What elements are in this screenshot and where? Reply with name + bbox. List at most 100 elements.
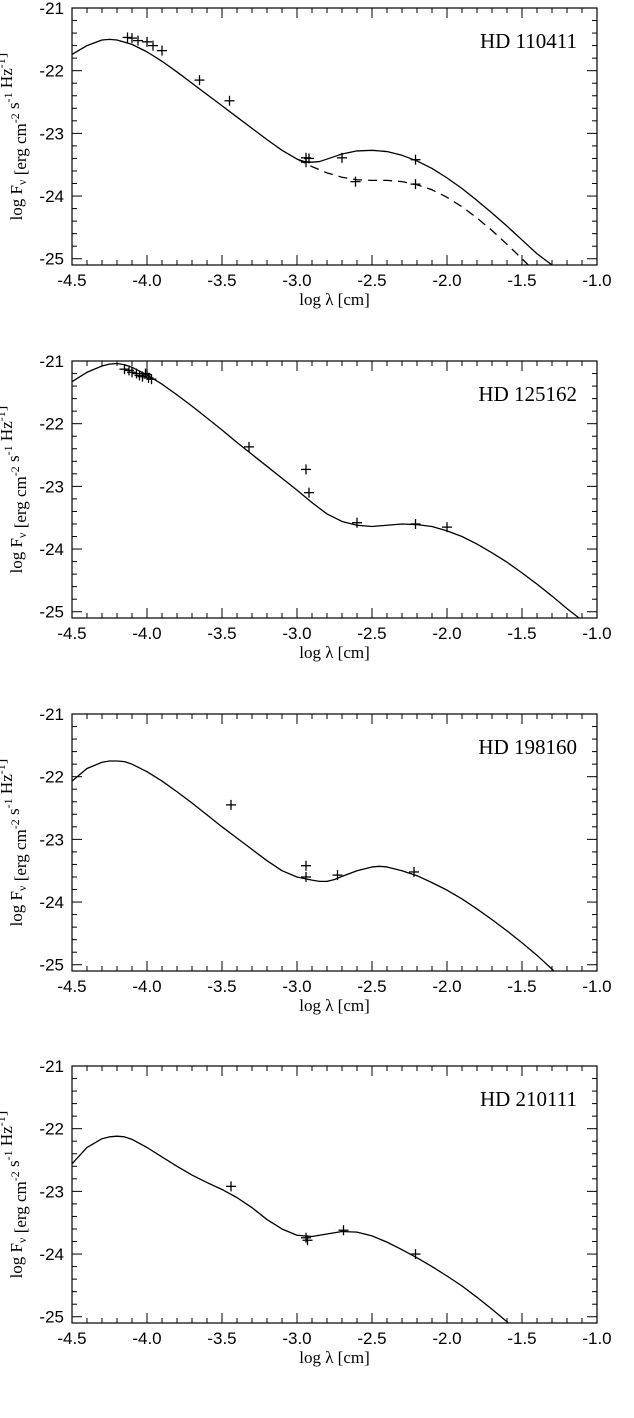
data-point: [338, 1225, 349, 1236]
data-point: [304, 487, 314, 498]
x-tick-label: -3.5: [207, 1329, 236, 1348]
model-curve-solid: [72, 362, 580, 618]
x-tick-label: -4.0: [132, 624, 161, 643]
y-axis-title-text: s: [4, 102, 23, 113]
panel-star-name: HD 110411: [480, 29, 577, 53]
plot-frame: [71, 7, 598, 266]
y-axis-title-superscript: -1: [1, 798, 15, 808]
y-axis-title-text: Hz: [0, 421, 16, 446]
x-axis-title: log λ [cm]: [299, 290, 370, 309]
x-tick-label: -4.5: [57, 1329, 86, 1348]
y-axis-title-superscript: -1: [0, 764, 8, 774]
y-axis-title-text: Hz: [0, 68, 16, 93]
y-tick-label: -24: [39, 1245, 64, 1264]
y-tick-label: -25: [39, 250, 64, 269]
model-curves: [72, 362, 580, 618]
x-tick-label: -2.5: [357, 624, 386, 643]
model-curve-solid: [72, 38, 554, 265]
y-axis-title: log Fν [erg cm-2 s-1 Hz-1]: [0, 53, 30, 221]
x-tick-label: -1.5: [507, 977, 536, 996]
x-tick-label: -4.5: [57, 271, 86, 290]
model-curve-solid: [72, 1135, 510, 1323]
plot-frame: [71, 713, 598, 972]
observed-points: [226, 799, 419, 882]
model-curves: [72, 38, 554, 265]
data-point: [302, 1235, 313, 1246]
y-axis-title-text: [erg cm: [11, 476, 30, 532]
y-axis-title-superscript: -1: [1, 1150, 15, 1160]
x-tick-label: -3.0: [282, 271, 311, 290]
data-point: [301, 1232, 311, 1243]
x-tick-label: -4.5: [57, 977, 86, 996]
model-curve-dashed: [296, 158, 530, 265]
observed-points: [122, 32, 421, 190]
x-tick-label: -4.0: [132, 977, 161, 996]
data-point: [301, 464, 311, 475]
x-tick-label: -2.5: [357, 977, 386, 996]
data-point: [194, 75, 205, 86]
y-axis-title-superscript: -1: [1, 92, 15, 102]
observed-points: [226, 1181, 421, 1260]
model-curve-solid: [72, 760, 555, 971]
y-tick-label: -21: [39, 352, 64, 371]
x-tick-label: -4.5: [57, 624, 86, 643]
data-point: [337, 152, 347, 163]
data-point: [352, 517, 362, 528]
data-point: [304, 153, 314, 164]
y-tick-label: -21: [39, 705, 64, 724]
x-tick-label: -4.0: [132, 271, 161, 290]
y-axis-title-subscript: ν: [15, 885, 29, 891]
y-axis-title: log Fν [erg cm-2 s-1 Hz-1]: [0, 759, 30, 927]
data-point: [146, 374, 157, 385]
data-point: [301, 860, 311, 871]
data-point: [133, 35, 143, 46]
y-axis-title-subscript: ν: [15, 532, 29, 538]
data-point: [224, 95, 235, 106]
x-tick-label: -1.5: [507, 624, 536, 643]
x-tick-label: -1.0: [582, 271, 611, 290]
chart-panel-4: -4.5 -4.0 -3.5 -3.0 -2.5 -2.0 -1.5 -1.0 -21 -22 -2…: [0, 1057, 612, 1367]
y-axis-title-superscript: -2: [8, 113, 22, 123]
y-axis-title-text: log F: [7, 185, 26, 220]
data-point: [410, 154, 421, 165]
x-tick-label: -1.5: [507, 1329, 536, 1348]
data-point: [442, 522, 452, 533]
y-tick-label: -23: [39, 830, 64, 849]
data-point: [350, 176, 361, 187]
data-point: [119, 364, 130, 375]
x-tick-label: -1.0: [582, 977, 611, 996]
data-point: [148, 40, 158, 51]
y-axis-title-superscript: -2: [8, 466, 22, 476]
x-tick-label: -3.5: [207, 977, 236, 996]
data-point: [226, 799, 236, 810]
y-axis-title: log Fν [erg cm-2 s-1 Hz-1]: [0, 1111, 30, 1279]
x-tick-label: -1.5: [507, 271, 536, 290]
x-tick-label: -3.0: [282, 1329, 311, 1348]
panel-star-name: HD 210111: [480, 1087, 577, 1111]
x-axis-title: log λ [cm]: [299, 1348, 370, 1367]
y-tick-label: -23: [39, 124, 64, 143]
chart-panel-3: -4.5 -4.0 -3.5 -3.0 -2.5 -2.0 -1.5 -1.0 -21 -22 -2…: [0, 705, 612, 1015]
y-axis-title-text: ]: [0, 1111, 9, 1117]
y-axis-title-subscript: ν: [15, 179, 29, 185]
x-axis-title: log λ [cm]: [299, 996, 370, 1015]
y-axis-title-text: s: [4, 455, 23, 466]
data-point: [127, 367, 137, 378]
y-tick-label: -25: [39, 603, 64, 622]
data-point: [410, 518, 421, 529]
y-axis-title-text: Hz: [0, 774, 16, 799]
x-tick-label: -3.5: [207, 271, 236, 290]
y-axis-title-text: log F: [7, 538, 26, 573]
data-point: [409, 866, 419, 877]
y-tick-label: -22: [39, 62, 64, 81]
x-tick-label: -2.5: [357, 1329, 386, 1348]
panel-star-name: HD 125162: [478, 382, 577, 406]
y-axis-title-superscript: -2: [8, 819, 22, 829]
y-axis-title-superscript: -2: [8, 1171, 22, 1181]
chart-panel-1: -4.5 -4.0 -3.5 -3.0 -2.5 -2.0 -1.5 -1.0 -21 -22 -2…: [0, 0, 612, 309]
y-tick-label: -25: [39, 956, 64, 975]
x-tick-label: -4.0: [132, 1329, 161, 1348]
y-axis-title-superscript: -1: [0, 58, 8, 68]
y-axis-title-text: ]: [0, 759, 9, 765]
